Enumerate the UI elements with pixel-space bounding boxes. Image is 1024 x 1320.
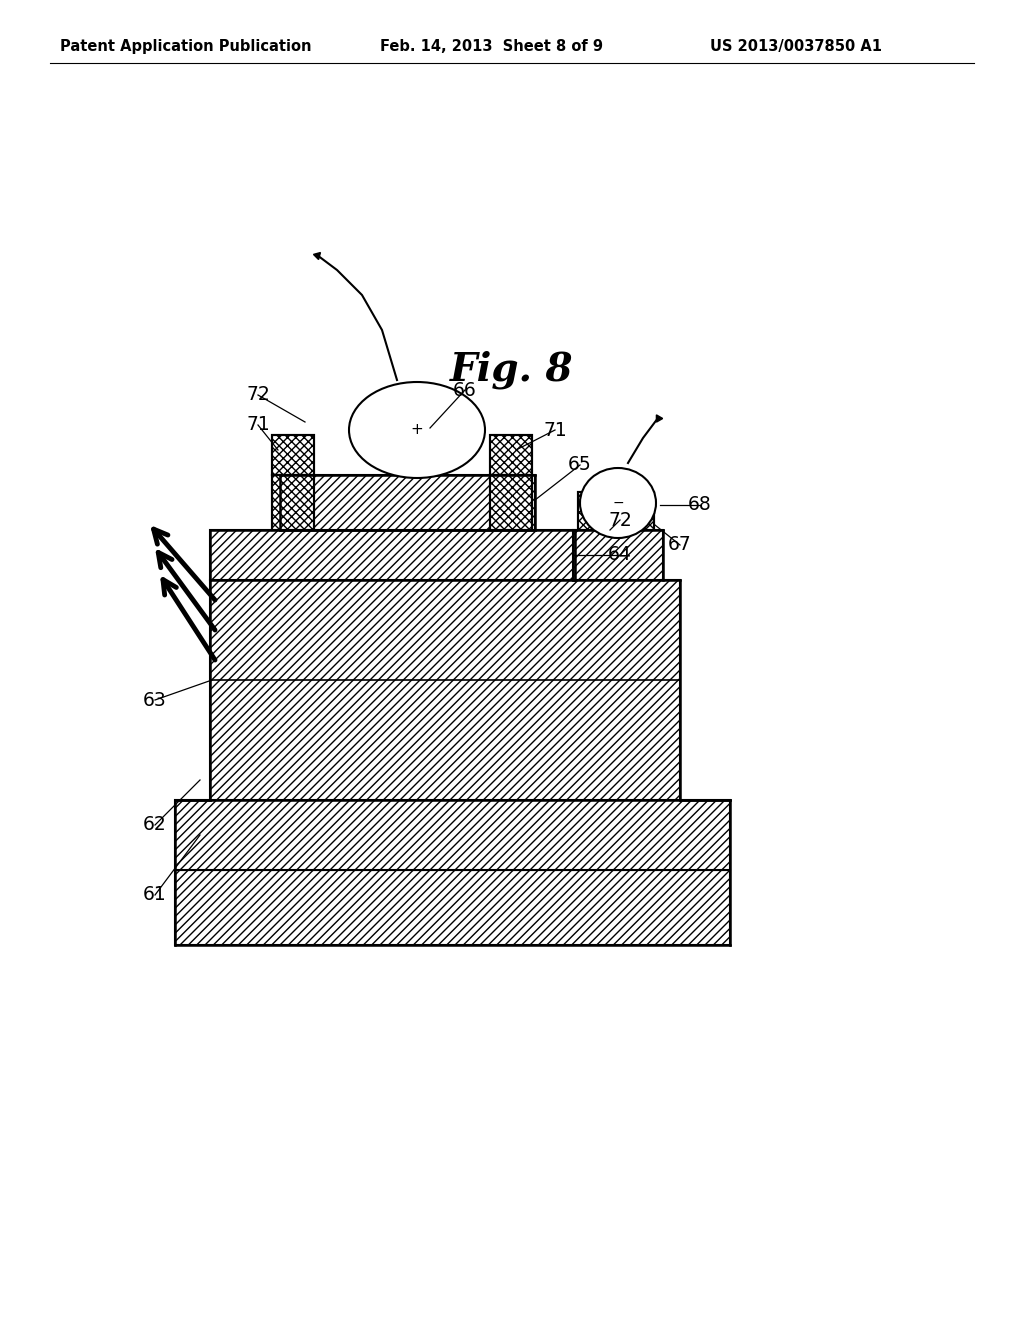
Text: +: + [411,422,423,437]
Text: 72: 72 [246,385,270,404]
Bar [490,475,532,531]
Text: 62: 62 [143,816,167,834]
Text: Patent Application Publication: Patent Application Publication [60,38,311,54]
Bar [622,492,654,531]
Text: 68: 68 [688,495,712,515]
Ellipse shape [349,381,485,478]
Text: 71: 71 [543,421,567,440]
Text: US 2013/0037850 A1: US 2013/0037850 A1 [710,38,882,54]
Bar [175,800,730,870]
Bar [622,492,654,531]
Text: Feb. 14, 2013  Sheet 8 of 9: Feb. 14, 2013 Sheet 8 of 9 [380,38,603,54]
Bar [272,475,314,531]
Text: 61: 61 [143,886,167,904]
Bar [573,531,663,579]
Ellipse shape [580,469,656,539]
Bar [210,579,680,800]
Text: 65: 65 [568,455,592,474]
Bar [490,436,532,475]
Text: 66: 66 [454,380,477,400]
Text: Fig. 8: Fig. 8 [451,350,573,389]
Text: 64: 64 [608,545,632,565]
Text: 67: 67 [668,536,692,554]
Text: 71: 71 [246,416,270,434]
Bar [210,531,575,579]
Bar [490,475,532,531]
Bar [272,436,314,475]
Text: −: − [612,496,624,510]
Bar [578,492,610,531]
Bar [272,436,314,475]
Bar [578,492,610,531]
Bar [175,870,730,945]
Bar [490,436,532,475]
Text: 63: 63 [143,690,167,710]
Bar [272,475,314,531]
Text: 72: 72 [608,511,632,529]
Bar [280,475,535,531]
